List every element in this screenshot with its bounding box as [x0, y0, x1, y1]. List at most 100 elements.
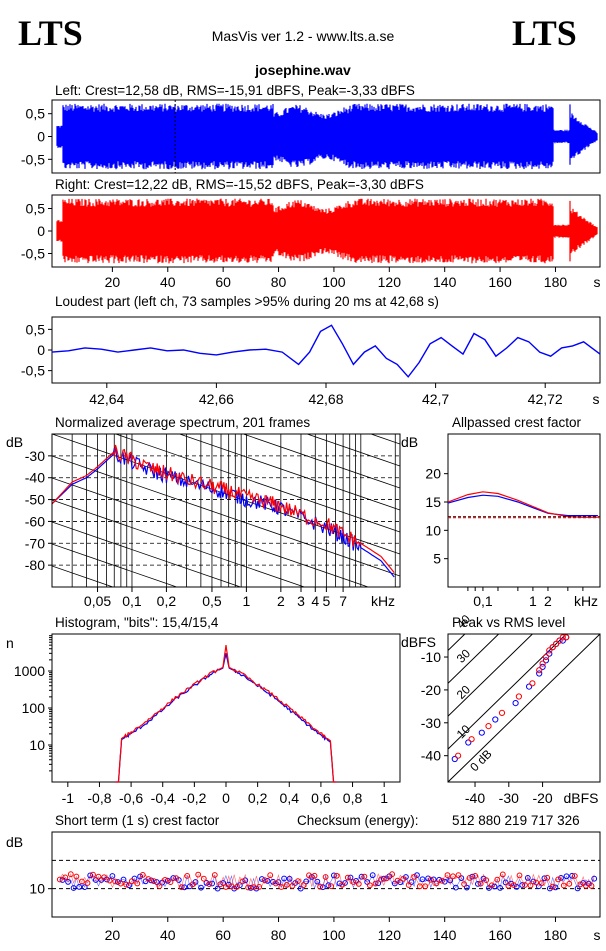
short-crest-point-right [306, 872, 312, 879]
y-tick-label: -0,5 [21, 246, 45, 262]
spectrum-slope-line [305, 434, 400, 467]
x-unit-label: kHz [574, 593, 598, 609]
short-crest-point-right [383, 875, 390, 882]
waveform-trace [56, 198, 598, 264]
short-crest-point-right [256, 884, 263, 890]
y-axis-label: dB [6, 434, 23, 450]
short-crest-point-left [126, 882, 132, 889]
y-tick-label: -0,5 [21, 363, 45, 379]
y-axis-label: dBFS [401, 634, 436, 650]
x-tick-label: 160 [488, 274, 512, 290]
short-crest-point-right [450, 873, 456, 880]
short-crest-point-right [538, 880, 545, 887]
x-tick-label: 160 [488, 927, 512, 943]
spectrum-series-right [52, 444, 395, 573]
x-tick-label: 60 [215, 927, 231, 943]
x-tick-label: 120 [378, 927, 402, 943]
short-crest-point-right [234, 883, 240, 890]
x-tick-label: 4 [311, 593, 319, 609]
short-crest-point-right [411, 873, 418, 880]
short-crest-point-left [563, 873, 570, 880]
short-crest-point-right [200, 875, 207, 882]
short-crest-point-right [101, 874, 107, 881]
short-crest-point-right [145, 876, 152, 882]
spectrum-slope-line [52, 676, 400, 796]
peak-rms-point-left [559, 637, 566, 644]
y-tick-label: -10 [421, 649, 441, 665]
short-crest-point-left [574, 885, 581, 892]
short-crest-point-right [95, 873, 102, 880]
short-crest-point-left [331, 872, 337, 879]
short-crest-point-right [439, 877, 445, 884]
x-tick-label: 1 [380, 790, 388, 806]
short-crest-point-right [416, 883, 423, 890]
short-crest-point-right [261, 877, 268, 884]
y-tick-label: -20 [421, 682, 441, 698]
short-crest-point-left [569, 872, 575, 879]
short-crest-point-right [499, 871, 506, 878]
short-crest-point-left [319, 884, 326, 891]
short-crest-point-left [109, 873, 116, 879]
short-crest-point-right [128, 878, 135, 885]
x-tick-label: 180 [544, 927, 568, 943]
peak-rms-point-right [468, 736, 475, 743]
short-crest-point-right [272, 880, 279, 887]
x-axis-label: dBFS [563, 790, 598, 806]
x-tick-label: 2 [277, 593, 285, 609]
short-crest-point-left [552, 884, 559, 891]
x-tick-label: 42,7 [422, 391, 449, 407]
x-tick-label: 2 [544, 593, 552, 609]
checksum-value: 512 880 219 717 326 [452, 813, 580, 828]
short-crest-point-left [519, 882, 526, 888]
x-tick-label: 0,6 [311, 790, 331, 806]
short-crest-point-right [477, 880, 484, 887]
x-tick-label: -0,2 [182, 790, 206, 806]
x-tick-label: 1 [529, 593, 537, 609]
x-tick-label: -40 [465, 790, 485, 806]
short-crest-point-right [73, 873, 80, 880]
histogram-series-left [115, 653, 337, 783]
peak-rms-inner [448, 634, 600, 782]
spectrum-frame [51, 433, 401, 588]
short-crest-point-right [245, 884, 252, 891]
logo-right: LTS [512, 13, 577, 53]
y-tick-label: -40 [421, 748, 441, 764]
x-tick-label: 120 [378, 274, 402, 290]
peak-rms-point-left [465, 739, 472, 746]
short-crest-point-right [278, 884, 285, 890]
x-unit-label: kHz [371, 593, 395, 609]
peak-rms-point-right [559, 634, 566, 641]
short-crest-point-right [389, 871, 396, 878]
short-crest-point-right [311, 872, 318, 879]
x-tick-label: 0,2 [248, 790, 268, 806]
allpassed-plot: dB 20 15 10 5 0,1 1 2 kHz [401, 433, 601, 609]
y-tick-label: -50 [25, 492, 45, 508]
x-tick-label: -0,6 [119, 790, 143, 806]
y-tick-label: 15 [425, 494, 441, 510]
short-crest-point-right [112, 878, 119, 885]
spectrum-slope-line [52, 654, 400, 774]
y-tick-label: 0,5 [26, 106, 46, 122]
x-tick-label: 40 [160, 274, 176, 290]
short-crest-point-left [475, 881, 481, 887]
x-unit-label: s [594, 274, 601, 290]
crest-diagonal [448, 634, 534, 717]
x-tick-label: -1 [62, 790, 75, 806]
short-crest-point-right [339, 881, 346, 888]
peak-rms-point-right [553, 640, 560, 648]
x-tick-label: 100 [322, 274, 346, 290]
crest-diagonal [448, 634, 600, 782]
peak-rms-point-left [546, 650, 553, 657]
y-tick-label: -30 [421, 715, 441, 731]
x-tick-label: 42,66 [199, 391, 234, 407]
peak-rms-frame [447, 633, 601, 783]
spectrum-slope-line [114, 434, 400, 533]
allpassed-title: Allpassed crest factor [452, 415, 582, 430]
y-tick-label: 1000 [14, 663, 45, 679]
spectrum-title: Normalized average spectrum, 201 frames [55, 415, 310, 430]
short-crest-point-left [65, 879, 71, 885]
crest-diagonal-label: 0 dB [467, 747, 494, 774]
short-crest-point-right [206, 881, 213, 887]
peak-rms-point-left [542, 657, 550, 664]
left-waveform-title: Left: Crest=12,58 dB, RMS=-15,91 dBFS, P… [55, 83, 415, 98]
